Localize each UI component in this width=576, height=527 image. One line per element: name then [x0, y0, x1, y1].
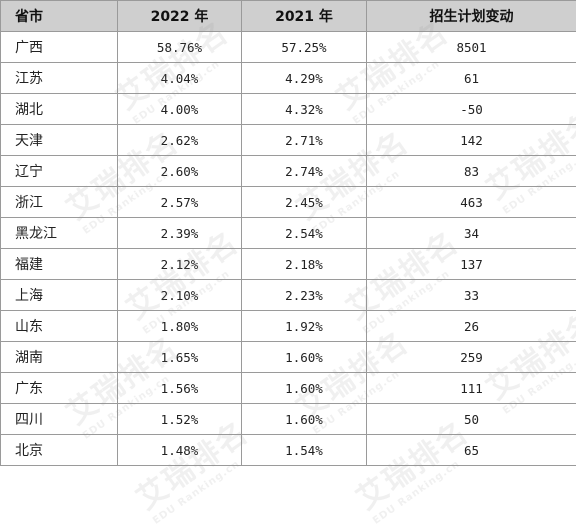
cell-plan-change: -50: [367, 94, 576, 125]
cell-plan-change: 83: [367, 156, 576, 187]
cell-plan-change: 50: [367, 404, 576, 435]
cell-plan-change: 259: [367, 342, 576, 373]
cell-2021: 4.29%: [242, 63, 367, 94]
cell-plan-change: 26: [367, 311, 576, 342]
cell-2021: 4.32%: [242, 94, 367, 125]
cell-plan-change: 8501: [367, 32, 576, 63]
cell-2021: 2.71%: [242, 125, 367, 156]
cell-province: 四川: [1, 404, 118, 435]
cell-province: 辽宁: [1, 156, 118, 187]
cell-2022: 1.52%: [118, 404, 242, 435]
cell-2022: 4.00%: [118, 94, 242, 125]
cell-plan-change: 34: [367, 218, 576, 249]
header-plan-change: 招生计划变动: [367, 1, 576, 32]
cell-province: 黑龙江: [1, 218, 118, 249]
cell-province: 福建: [1, 249, 118, 280]
cell-2021: 2.74%: [242, 156, 367, 187]
cell-2022: 2.62%: [118, 125, 242, 156]
cell-province: 山东: [1, 311, 118, 342]
cell-2021: 2.45%: [242, 187, 367, 218]
cell-2022: 2.60%: [118, 156, 242, 187]
cell-province: 江苏: [1, 63, 118, 94]
cell-province: 上海: [1, 280, 118, 311]
cell-2022: 2.39%: [118, 218, 242, 249]
cell-2022: 4.04%: [118, 63, 242, 94]
cell-2022: 1.80%: [118, 311, 242, 342]
cell-2022: 2.12%: [118, 249, 242, 280]
cell-plan-change: 111: [367, 373, 576, 404]
cell-province: 北京: [1, 435, 118, 466]
table-header: 省市 2022 年 2021 年 招生计划变动: [1, 1, 576, 32]
cell-province: 湖南: [1, 342, 118, 373]
header-2021: 2021 年: [242, 1, 367, 32]
cell-2021: 1.60%: [242, 404, 367, 435]
cell-province: 广东: [1, 373, 118, 404]
cell-2021: 1.54%: [242, 435, 367, 466]
cell-plan-change: 142: [367, 125, 576, 156]
cell-2021: 1.60%: [242, 342, 367, 373]
cell-province: 广西: [1, 32, 118, 63]
cell-plan-change: 137: [367, 249, 576, 280]
cell-plan-change: 65: [367, 435, 576, 466]
cell-2021: 57.25%: [242, 32, 367, 63]
cell-province: 湖北: [1, 94, 118, 125]
cell-2022: 1.48%: [118, 435, 242, 466]
cell-2022: 58.76%: [118, 32, 242, 63]
cell-2021: 1.92%: [242, 311, 367, 342]
cell-2021: 1.60%: [242, 373, 367, 404]
cell-province: 浙江: [1, 187, 118, 218]
cell-2022: 2.10%: [118, 280, 242, 311]
cell-2022: 2.57%: [118, 187, 242, 218]
cell-2021: 2.23%: [242, 280, 367, 311]
cell-plan-change: 33: [367, 280, 576, 311]
cell-plan-change: 463: [367, 187, 576, 218]
header-province: 省市: [1, 1, 118, 32]
header-2022: 2022 年: [118, 1, 242, 32]
cell-2022: 1.56%: [118, 373, 242, 404]
cell-province: 天津: [1, 125, 118, 156]
cell-2021: 2.54%: [242, 218, 367, 249]
cell-2021: 2.18%: [242, 249, 367, 280]
header-row: 省市 2022 年 2021 年 招生计划变动: [1, 1, 576, 32]
cell-2022: 1.65%: [118, 342, 242, 373]
cell-plan-change: 61: [367, 63, 576, 94]
